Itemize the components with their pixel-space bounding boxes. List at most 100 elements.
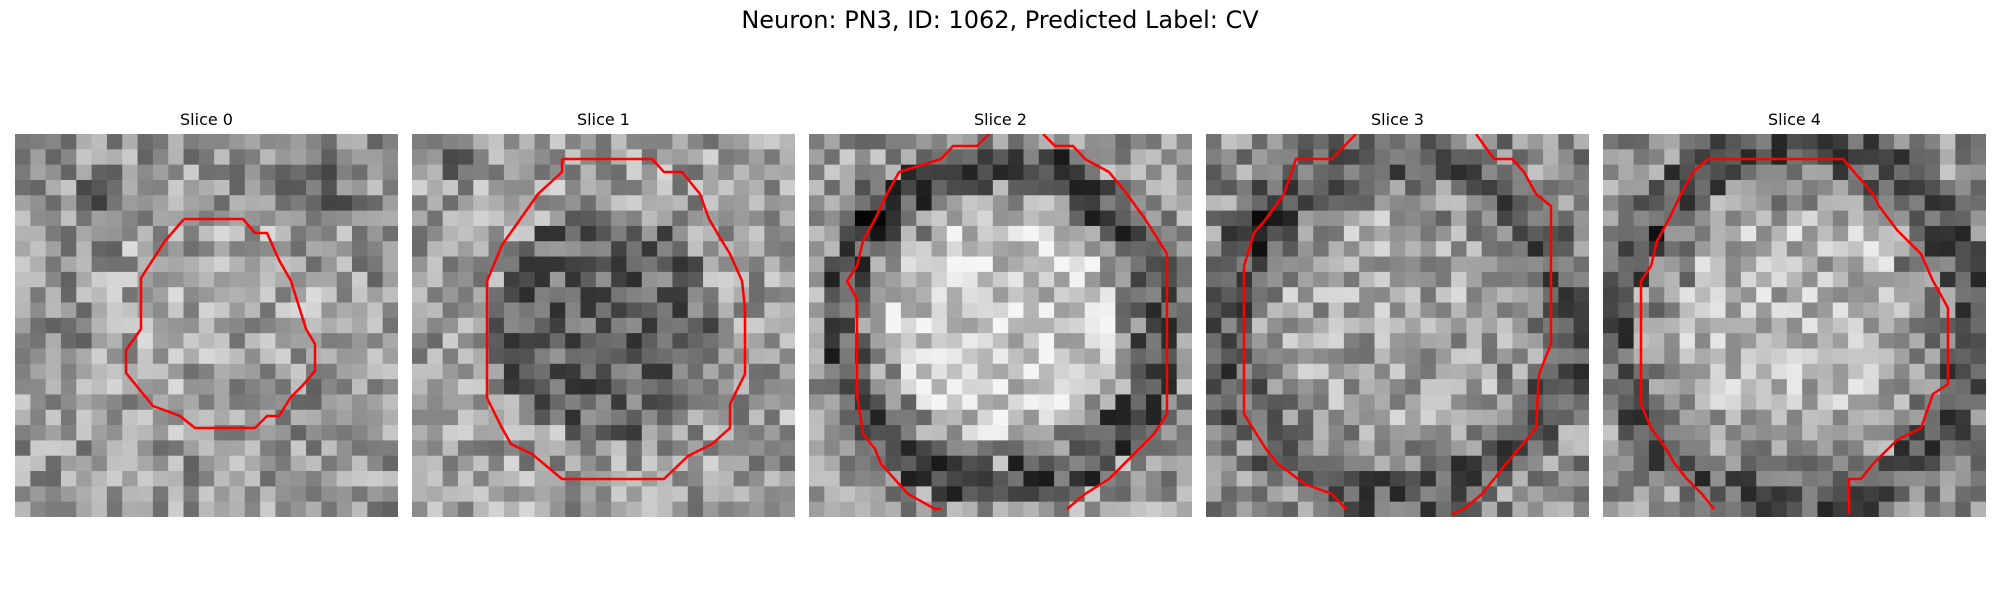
image-pixel [611,317,628,334]
image-pixel [168,210,185,227]
image-pixel [703,302,719,319]
image-pixel [1008,164,1025,181]
image-pixel [839,134,856,150]
image-pixel [1848,271,1865,288]
image-pixel [1176,317,1192,334]
image-pixel [749,195,765,212]
image-pixel [1603,379,1619,396]
image-pixel [1512,348,1529,365]
image-pixel [503,195,520,212]
image-pixel [1970,379,1986,396]
image-pixel [106,134,123,150]
image-pixel [45,394,62,411]
image-pixel [1451,271,1468,288]
image-pixel [1313,394,1330,411]
image-pixel [1267,425,1284,441]
image-pixel [1359,471,1376,487]
image-pixel [839,363,856,380]
image-pixel [809,409,825,426]
image-pixel [1481,164,1498,181]
image-pixel [977,348,994,365]
image-pixel [1466,501,1483,517]
image-pixel [824,363,841,380]
image-pixel [1603,287,1619,304]
image-pixel [1863,241,1880,258]
image-pixel [1451,195,1468,212]
image-pixel [1221,440,1238,457]
image-pixel [1878,363,1895,380]
image-pixel [1786,287,1803,304]
image-pixel [657,210,674,227]
image-pixel [1328,394,1345,411]
image-pixel [198,225,215,242]
image-pixel [885,394,902,411]
image-pixel [442,271,459,288]
image-pixel [672,149,689,166]
image-pixel [1802,455,1819,472]
image-pixel [168,271,185,288]
image-pixel [1497,379,1513,396]
image-pixel [412,210,428,227]
image-pixel [488,317,505,334]
image-pixel [1297,271,1314,288]
image-pixel [1374,394,1391,411]
image-pixel [1725,164,1742,181]
image-pixel [1771,425,1788,441]
image-pixel [137,134,154,150]
image-pixel [1725,471,1742,487]
image-pixel [580,179,597,196]
image-pixel [900,271,917,288]
image-pixel [1359,455,1376,472]
image-pixel [1848,409,1865,426]
image-pixel [1786,210,1803,227]
image-pixel [1206,302,1222,319]
image-pixel [657,425,674,441]
image-pixel [91,164,108,181]
image-pixel [1451,241,1468,258]
image-pixel [503,256,520,273]
image-pixel [1771,287,1788,304]
image-pixel [1940,394,1956,411]
image-pixel [549,149,566,166]
image-pixel [290,225,307,242]
image-pixel [931,225,948,242]
image-pixel [1359,210,1376,227]
image-pixel [1405,348,1422,365]
image-pixel [473,317,490,334]
image-pixel [992,179,1009,196]
image-pixel [1267,363,1284,380]
image-pixel [367,455,384,472]
image-pixel [672,486,689,503]
image-pixel [1297,134,1314,150]
image-pixel [1251,317,1268,334]
image-pixel [290,501,307,517]
image-pixel [1527,195,1544,212]
image-pixel [15,394,31,411]
image-pixel [1146,302,1162,319]
image-pixel [657,409,674,426]
image-pixel [687,348,704,365]
image-pixel [1878,195,1895,212]
image-pixel [1008,302,1025,319]
image-pixel [1924,164,1941,181]
image-pixel [60,333,77,350]
image-pixel [1771,179,1788,196]
image-pixel [1374,287,1391,304]
image-pixel [412,134,428,150]
image-pixel [1420,134,1437,150]
image-pixel [900,225,917,242]
image-pixel [382,241,398,258]
image-pixel [367,363,384,380]
image-pixel [1359,333,1376,350]
image-pixel [412,317,428,334]
image-pixel [1481,287,1498,304]
image-pixel [1023,225,1040,242]
image-pixel [779,195,795,212]
image-pixel [1679,486,1696,503]
image-pixel [1328,440,1345,457]
image-pixel [457,134,474,150]
image-pixel [1618,256,1635,273]
image-pixel [457,501,474,517]
image-pixel [1008,348,1025,365]
image-pixel [1466,225,1483,242]
